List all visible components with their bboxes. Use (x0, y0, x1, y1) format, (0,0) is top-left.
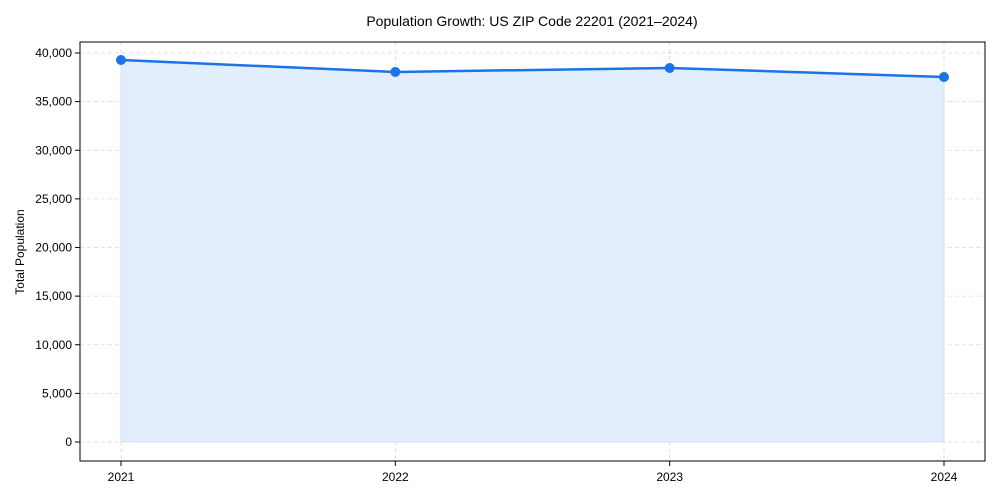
y-tick-label: 0 (65, 435, 72, 449)
y-tick-label: 5,000 (42, 386, 72, 400)
data-point (390, 66, 401, 77)
x-tick-label: 2021 (108, 470, 135, 484)
x-axis: 2021 2022 2023 2024 (108, 461, 958, 484)
area-fill (120, 59, 945, 443)
data-point (939, 72, 949, 83)
y-tick-label: 40,000 (35, 46, 72, 60)
y-tick-label: 15,000 (35, 289, 72, 303)
data-points (116, 55, 949, 83)
x-tick-label: 2024 (931, 470, 958, 484)
y-axis-label: Total Population (13, 209, 27, 294)
plot-frame (79, 41, 986, 462)
data-line (120, 58, 945, 79)
chart-title: Population Growth: US ZIP Code 22201 (20… (366, 13, 697, 29)
y-tick-label: 35,000 (35, 95, 72, 109)
y-tick-label: 20,000 (35, 241, 72, 255)
x-tick-label: 2023 (656, 470, 683, 484)
y-axis: 0 5,000 10,000 15,000 20,000 25,000 30,000 35,0… (35, 46, 80, 449)
y-tick-label: 25,000 (35, 192, 72, 206)
y-tick-label: 10,000 (35, 338, 72, 352)
data-point (664, 62, 675, 73)
data-point (116, 55, 126, 66)
y-tick-label: 30,000 (35, 143, 72, 157)
x-tick-label: 2022 (382, 470, 409, 484)
